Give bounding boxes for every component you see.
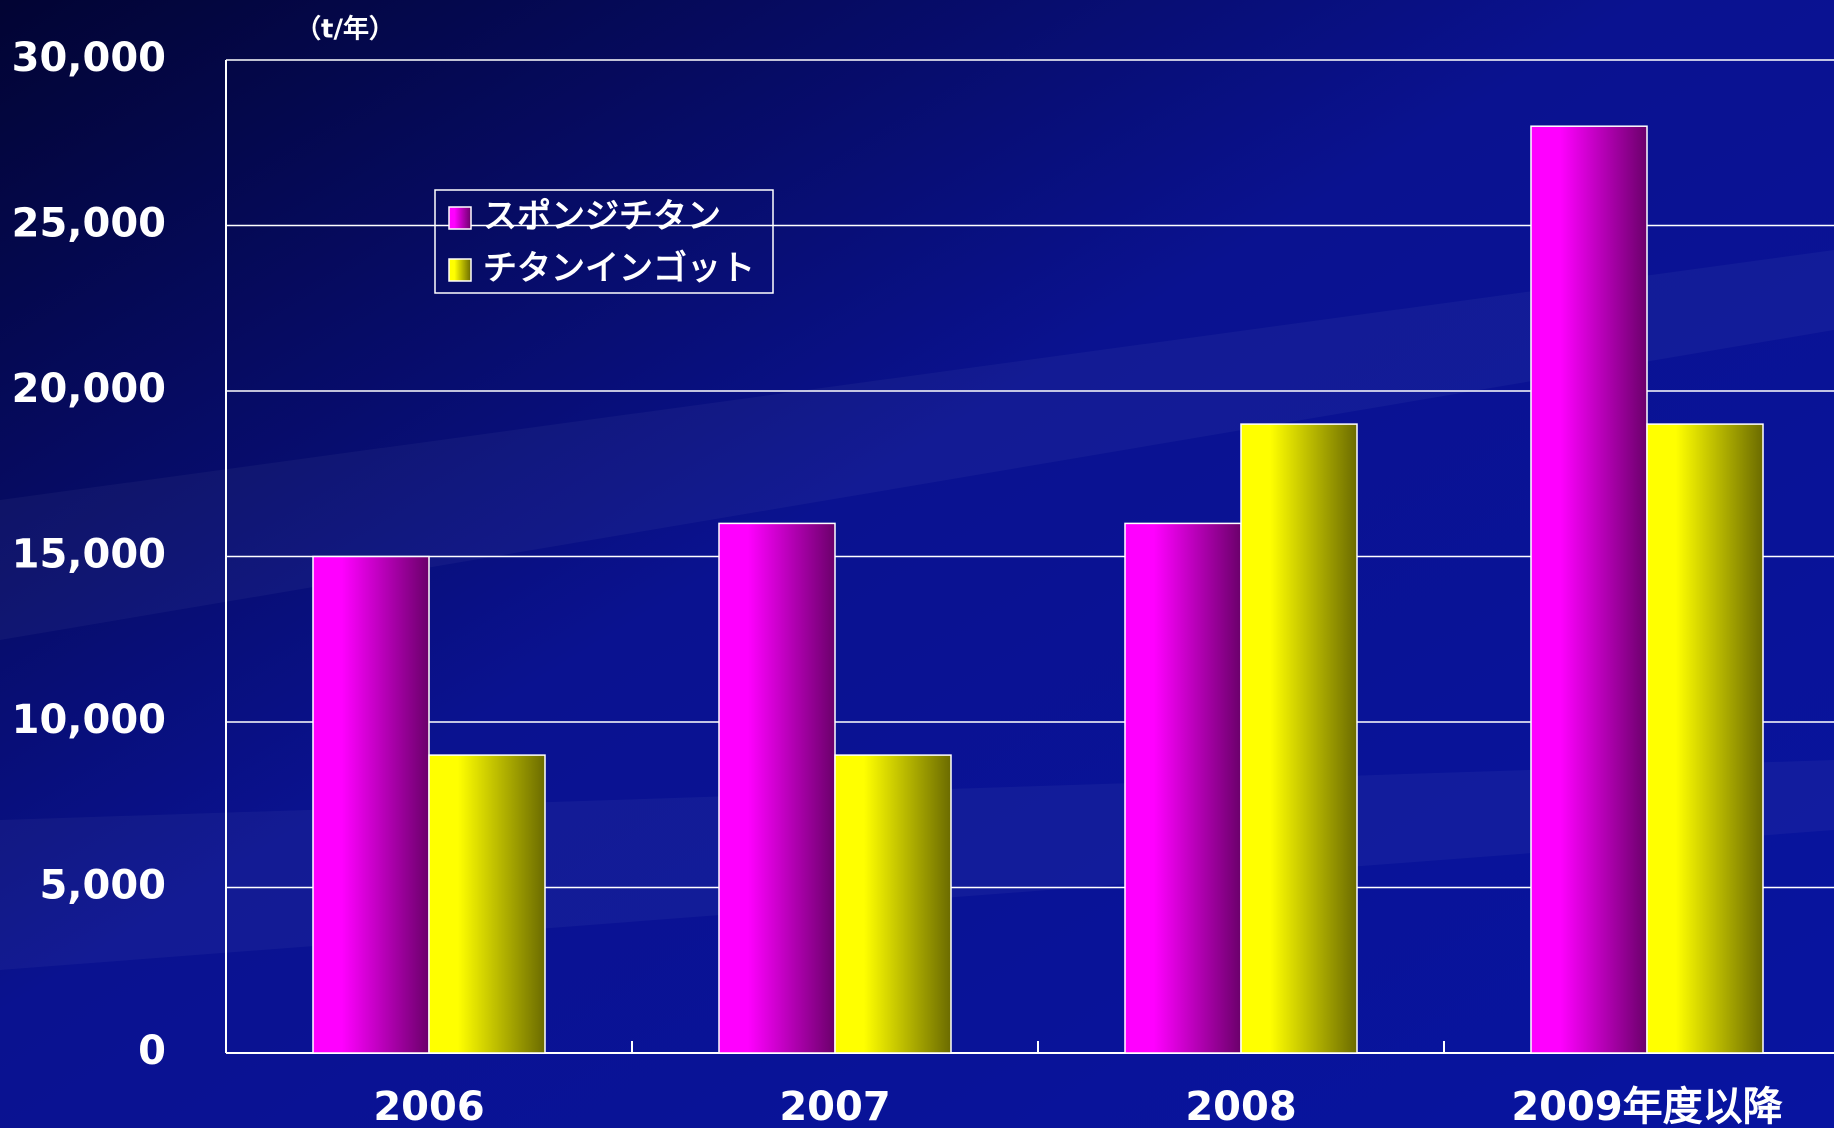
x-tick-label: 2006 bbox=[373, 1084, 484, 1128]
bar bbox=[312, 555, 430, 1054]
x-tick-label: 2009年度以降 bbox=[1511, 1084, 1782, 1128]
bar bbox=[718, 522, 836, 1054]
bar bbox=[428, 754, 546, 1054]
y-tick-label: 5,000 bbox=[39, 863, 166, 909]
background-streak bbox=[0, 250, 1834, 640]
legend-swatch bbox=[448, 258, 472, 282]
bar bbox=[1124, 522, 1242, 1054]
bar bbox=[834, 754, 952, 1054]
y-tick-label: 20,000 bbox=[12, 366, 166, 412]
unit-label: （t/年） bbox=[295, 14, 395, 45]
y-tick-label: 30,000 bbox=[12, 35, 166, 81]
legend-swatch bbox=[448, 206, 472, 230]
bar bbox=[1646, 423, 1764, 1054]
y-tick-label: 0 bbox=[138, 1028, 166, 1074]
x-tick-label: 2007 bbox=[779, 1084, 890, 1128]
x-tick-label: 2008 bbox=[1185, 1084, 1296, 1128]
y-tick-label: 15,000 bbox=[12, 532, 166, 578]
bar bbox=[1530, 125, 1648, 1054]
legend-label: チタンインゴット bbox=[483, 249, 755, 289]
y-tick-label: 25,000 bbox=[12, 201, 166, 247]
bar bbox=[1240, 423, 1358, 1054]
legend-label: スポンジチタン bbox=[483, 197, 721, 237]
legend-box bbox=[434, 189, 774, 294]
y-tick-label: 10,000 bbox=[12, 697, 166, 743]
